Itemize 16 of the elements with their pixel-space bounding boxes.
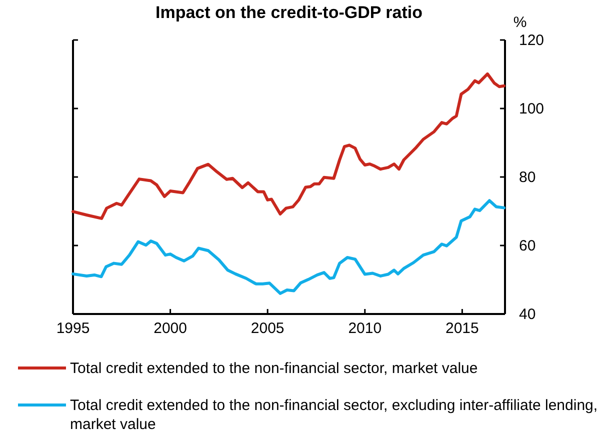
x-tick-label: 2010: [348, 320, 382, 337]
x-tick-label: 2005: [250, 320, 284, 337]
y-tick-label: 40: [519, 306, 536, 323]
line-series: [72, 72, 506, 220]
y-tick-label: 80: [519, 169, 536, 186]
y-tick-label: 60: [519, 238, 536, 254]
x-tick-label: 1995: [56, 320, 90, 337]
y-tick-label: 100: [519, 100, 544, 118]
x-tick-label: 2015: [446, 320, 479, 337]
y-tick-label: 120: [519, 32, 544, 49]
line-series: [72, 199, 506, 295]
x-tick-label: 2000: [154, 320, 187, 337]
chart-title: Impact on the credit-to-GDP ratio: [156, 3, 422, 22]
legend-label: Total credit extended to the non-financial sector, market value: [70, 360, 478, 377]
y-axis-title: %: [513, 14, 527, 31]
legend-label: Total credit extended to the non-financial sector, excluding inter-affiliate lending, market value: [70, 397, 598, 433]
